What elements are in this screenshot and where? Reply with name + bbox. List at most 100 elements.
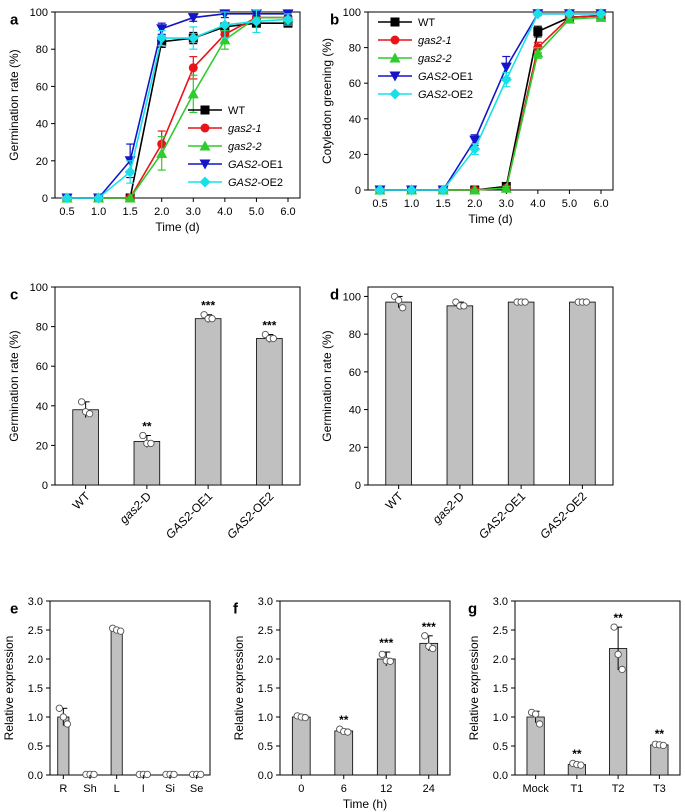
bar-group-I xyxy=(135,770,151,779)
data-point xyxy=(533,27,543,37)
bar-group-Se xyxy=(189,770,205,779)
x-tick-label: 3.0 xyxy=(499,198,514,210)
legend-suffix-part: -OE2 xyxy=(257,177,283,189)
y-tick-label: 1.5 xyxy=(28,683,43,695)
y-tick-label: 0.5 xyxy=(493,741,508,753)
x-axis-label: Time (d) xyxy=(155,220,199,234)
y-axis-label: Germination rate (%) xyxy=(320,330,334,441)
replicate-point xyxy=(394,296,403,304)
bar xyxy=(419,642,439,776)
legend-suffix-part: -OE1 xyxy=(257,159,283,171)
y-tick-label: 40 xyxy=(36,119,48,131)
series-GAS2-OE2 xyxy=(61,9,294,204)
x-tick-label: 1.0 xyxy=(404,198,419,210)
x-tick-label: 6 xyxy=(341,783,347,795)
y-tick-label: 1.5 xyxy=(493,683,508,695)
y-tick-label: 0.0 xyxy=(493,770,508,782)
data-point xyxy=(199,140,211,151)
legend-suffix-part: -OE2 xyxy=(447,89,473,101)
replicate-point xyxy=(535,720,544,728)
legend-italic-part: gas2-2 xyxy=(228,141,262,153)
bar-group-GAS2-OE2 xyxy=(569,298,596,489)
x-tick-label: WT xyxy=(383,489,407,513)
bar-group-T2: ** xyxy=(609,611,628,779)
y-tick-label: 80 xyxy=(36,44,48,56)
x-tick-label: 6.0 xyxy=(280,206,295,218)
significance-label: ** xyxy=(572,747,582,761)
significance-label: *** xyxy=(379,636,393,650)
data-point xyxy=(469,135,481,146)
replicate-point xyxy=(170,770,178,779)
x-tick-label: 3.0 xyxy=(186,206,201,218)
y-tick-label: 40 xyxy=(349,405,361,417)
y-tick-label: 80 xyxy=(36,322,48,334)
data-point xyxy=(156,24,168,35)
bar xyxy=(110,629,123,776)
replicate-point xyxy=(386,657,394,665)
x-tick-label: gas2-D xyxy=(430,489,467,526)
plot-frame-e xyxy=(49,600,211,776)
y-axis-label: Relative expression xyxy=(2,636,16,741)
legend-label: GAS2-OE1 xyxy=(228,159,283,171)
significance-label: ** xyxy=(613,611,623,625)
replicate-point xyxy=(63,720,71,728)
legend-suffix-part: -OE1 xyxy=(447,71,473,83)
y-tick-label: 2.5 xyxy=(28,625,43,637)
y-tick-label: 60 xyxy=(36,361,48,373)
panel-letter-b: b xyxy=(330,11,339,28)
data-point xyxy=(200,123,210,133)
y-tick-label: 80 xyxy=(349,329,361,341)
x-tick-label: T1 xyxy=(570,783,583,795)
x-tick-label: GAS2-OE1 xyxy=(476,489,529,542)
replicate-point xyxy=(85,410,94,418)
panel-letter-g: g xyxy=(468,600,477,617)
y-tick-label: 60 xyxy=(349,78,361,90)
data-point xyxy=(500,182,512,193)
plot-frame-c xyxy=(54,286,301,486)
legend-label: gas2-2 xyxy=(418,53,452,65)
y-tick-label: 2.5 xyxy=(258,625,273,637)
bar-group-gas2-D xyxy=(446,298,474,489)
y-axis-label: Germination rate (%) xyxy=(7,49,21,160)
data-point xyxy=(61,192,73,204)
x-tick-label: Si xyxy=(165,783,175,795)
data-point xyxy=(93,192,105,204)
bar-group-L xyxy=(109,624,125,779)
data-point xyxy=(390,35,400,45)
bar-group-GAS2-OE1: *** xyxy=(194,299,222,489)
data-point xyxy=(219,19,231,31)
replicate-point xyxy=(208,315,216,323)
bar-group-GAS2-OE1 xyxy=(507,298,535,489)
data-point xyxy=(374,184,386,196)
replicate-point xyxy=(117,627,125,635)
replicate-point xyxy=(59,713,67,721)
bar xyxy=(194,318,222,486)
data-point xyxy=(187,13,199,24)
x-tick-label: 1.5 xyxy=(122,206,137,218)
bar xyxy=(650,744,669,776)
data-point xyxy=(595,8,607,20)
x-tick-label: 5.0 xyxy=(249,206,264,218)
x-tick-label: T2 xyxy=(612,783,625,795)
label-suffix-part: -OE2 xyxy=(247,489,277,519)
legend-label: gas2-1 xyxy=(228,123,262,135)
series-line xyxy=(67,22,288,199)
data-point xyxy=(469,143,481,155)
label-suffix-part: -OE1 xyxy=(186,489,216,519)
data-point xyxy=(500,62,512,73)
x-tick-label: GAS2-OE1 xyxy=(163,489,216,542)
replicate-point xyxy=(398,304,407,312)
y-tick-label: 1.0 xyxy=(493,712,508,724)
data-point xyxy=(199,176,211,188)
y-tick-label: 40 xyxy=(349,114,361,126)
x-tick-label: GAS2-OE2 xyxy=(224,489,277,542)
bar-group-Mock xyxy=(526,708,545,779)
y-tick-label: 100 xyxy=(343,291,361,303)
x-tick-label: 2.0 xyxy=(154,206,169,218)
label-suffix-part: -OE1 xyxy=(499,489,529,519)
replicate-point xyxy=(378,650,386,659)
y-tick-label: 20 xyxy=(349,149,361,161)
bar xyxy=(133,441,161,486)
x-tick-label: 6.0 xyxy=(593,198,608,210)
